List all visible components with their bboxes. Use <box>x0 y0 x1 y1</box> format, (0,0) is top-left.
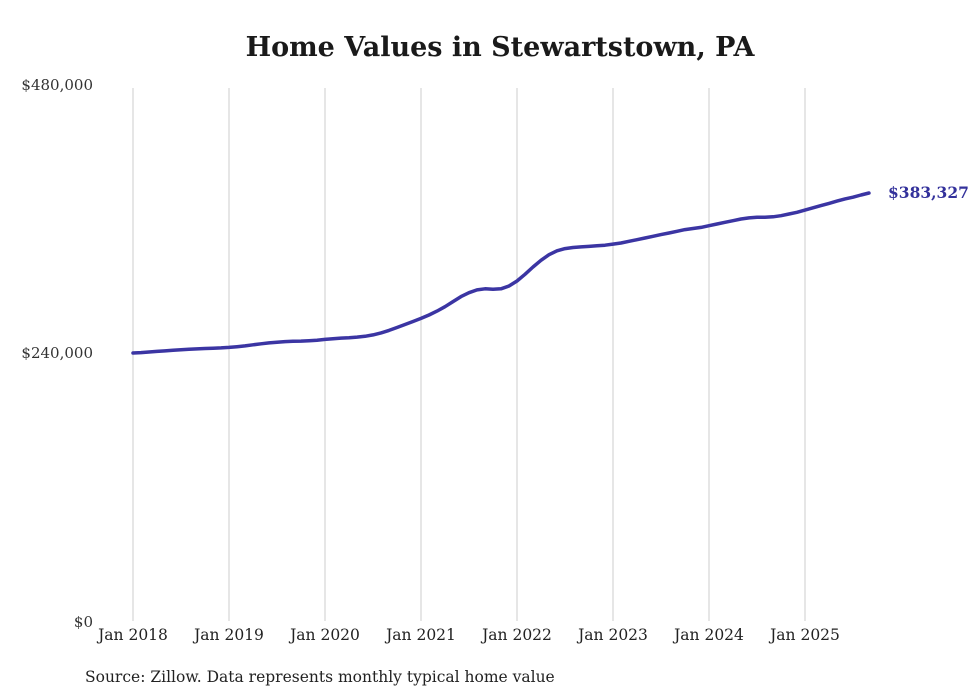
x-axis-tick-labels: Jan 2018 Jan 2019 Jan 2020 Jan 2021 Jan 2022… <box>96 626 840 644</box>
y-tick-label-240000: $240,000 <box>21 344 93 362</box>
x-tick-label: Jan 2019 <box>192 626 264 644</box>
year-gridlines <box>132 88 806 621</box>
x-tick-label: Jan 2021 <box>384 626 456 644</box>
x-tick-label: Jan 2023 <box>576 626 648 644</box>
y-tick-label-0: $0 <box>74 613 93 631</box>
x-tick-label: Jan 2024 <box>672 626 744 644</box>
x-tick-label: Jan 2025 <box>768 626 840 644</box>
home-value-series-line <box>131 191 871 355</box>
source-note: Source: Zillow. Data represents monthly … <box>85 668 555 686</box>
x-tick-label: Jan 2020 <box>288 626 360 644</box>
current-value-label: $383,327 <box>888 183 969 202</box>
chart-title: Home Values in Stewartstown, PA <box>246 32 756 63</box>
x-tick-label: Jan 2022 <box>480 626 552 644</box>
x-tick-label: Jan 2018 <box>96 626 168 644</box>
y-tick-label-480000: $480,000 <box>21 76 93 94</box>
